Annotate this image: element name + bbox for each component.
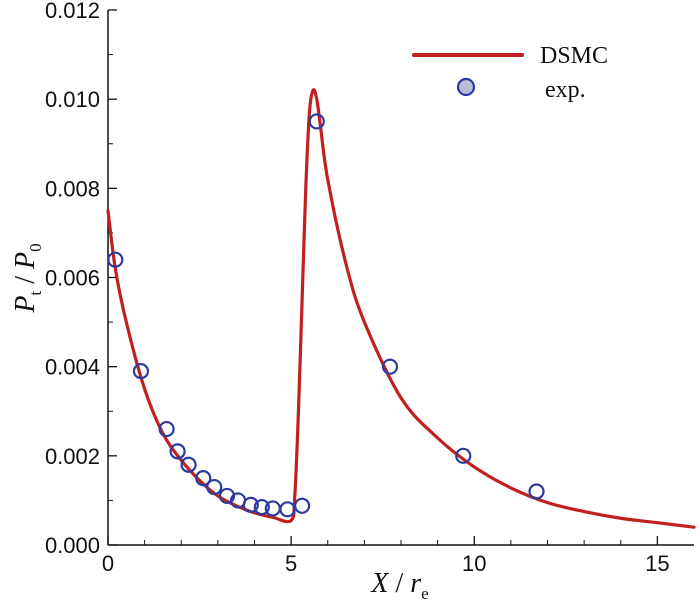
exp-data-point (455, 447, 472, 464)
series-layer (106, 88, 696, 529)
exp-data-point (253, 499, 270, 516)
y-tick-label: 0.006 (45, 266, 100, 291)
legend-label-exp: exp. (545, 77, 586, 103)
exp-data-point (381, 358, 399, 375)
exp-data-point (528, 483, 545, 500)
exp-data-point (132, 363, 150, 380)
y-tick-label: 0.012 (45, 0, 100, 23)
y-tick-label: 0.000 (45, 533, 100, 558)
exp-data-point (107, 251, 124, 268)
y-tick-label: 0.002 (45, 444, 100, 469)
x-tick-label: 5 (285, 551, 297, 576)
exp-data-point (195, 470, 212, 487)
x-tick-label: 15 (645, 551, 669, 576)
exp-data-point (206, 478, 223, 496)
y-tick-label: 0.008 (45, 176, 100, 201)
exp-data-point (242, 496, 259, 513)
legend-marker-symbol (456, 77, 476, 97)
axis-labels: X / re Pt / P0 (10, 243, 429, 603)
exp-data-point (180, 456, 197, 473)
exp-data-point (279, 501, 296, 518)
exp-data-point (308, 113, 325, 130)
x-tick-label: 10 (462, 551, 486, 576)
axes: 0.000 0.002 0.004 0.006 0.008 0.010 0.012 0 5 10 1… (45, 0, 694, 576)
series-line-dsmc (106, 88, 696, 529)
x-axis-title: X / re (370, 568, 428, 603)
legend-label-dsmc: DSMC (540, 43, 608, 69)
y-axis-title: Pt / P0 (10, 243, 45, 313)
x-tick-label: 0 (102, 551, 114, 576)
exp-data-point (169, 443, 186, 460)
legend: DSMC exp. (412, 43, 608, 103)
exp-data-point (158, 420, 175, 438)
y-tick-label: 0.004 (45, 355, 100, 380)
exp-data-point (294, 497, 311, 514)
y-tick-label: 0.010 (45, 87, 100, 112)
